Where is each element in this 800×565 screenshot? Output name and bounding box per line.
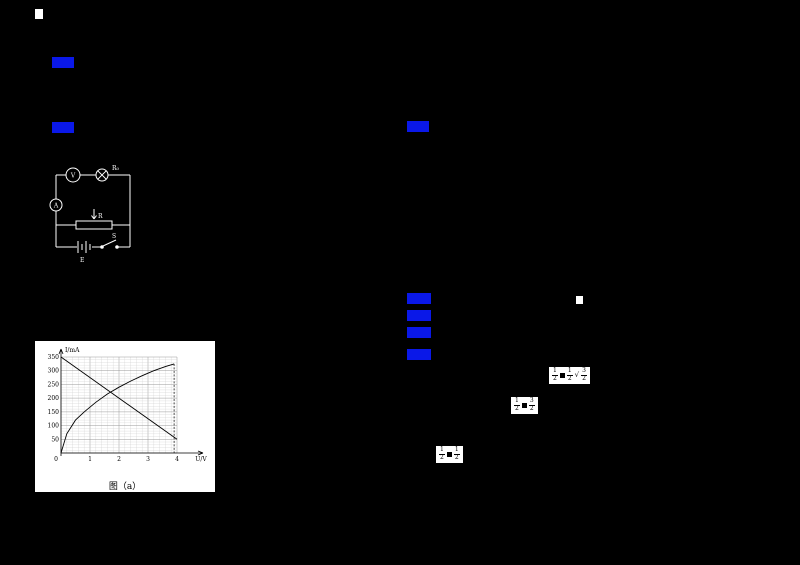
- iv-graph-figure: 1 2 3 4 0 50 100 150 200 250 300 350 I/mA U/V 图（a）: [35, 341, 215, 492]
- y-tick-label: 50: [51, 436, 59, 443]
- highlighted-text-1: [52, 57, 74, 68]
- iv-graph-svg: 1 2 3 4 0 50 100 150 200 250 300 350 I/mA U/V: [48, 347, 208, 463]
- lamp-label: R₀: [112, 165, 120, 172]
- x-tick-label: 2: [117, 456, 121, 463]
- y-tick-label: 100: [48, 423, 60, 430]
- x-tick-label: 4: [175, 456, 179, 463]
- highlighted-text-6: [407, 327, 431, 338]
- battery-icon: [77, 241, 91, 253]
- series-source-line: [60, 356, 178, 440]
- series-lamp-curve: [60, 363, 175, 454]
- lamp-cross-icon: [97, 170, 107, 180]
- x-tick-label: 3: [146, 456, 150, 463]
- y-axis: [58, 348, 64, 456]
- circuit-diagram-figure: V R₀ A R E S: [46, 163, 138, 267]
- ammeter-icon: [49, 198, 63, 212]
- switch-node-right: [115, 245, 119, 249]
- y-tick-label: 150: [48, 409, 60, 416]
- highlighted-text-3: [407, 121, 429, 132]
- y-tick-label: 200: [48, 395, 60, 402]
- y-axis-title: I/mA: [65, 347, 80, 354]
- slider-arrow-icon: [91, 209, 97, 220]
- highlighted-text-7: [407, 349, 431, 360]
- y-tick-label: 300: [48, 368, 60, 375]
- text-fragment-1: [35, 9, 43, 19]
- battery-label: E: [80, 257, 84, 264]
- switch-blade-icon: [102, 239, 117, 247]
- circuit-svg: V R₀ A R E S: [49, 165, 131, 264]
- origin-label: 0: [54, 456, 58, 463]
- ammeter-label: A: [53, 203, 59, 210]
- text-fragment-2: [576, 296, 583, 304]
- rheostat-icon: [75, 220, 113, 230]
- formula-fragment-1: 1 2 1 2 √ 3 2: [549, 367, 590, 384]
- glyph-blob: [521, 402, 527, 408]
- glyph-blob: [446, 451, 452, 457]
- highlighted-text-2: [52, 122, 74, 133]
- x-axis-title: U/V: [195, 456, 207, 463]
- highlighted-text-4: [407, 293, 431, 304]
- glyph: √: [574, 370, 580, 379]
- y-tick-label: 350: [48, 354, 60, 361]
- switch-node-left: [100, 245, 104, 249]
- switch-label: S: [112, 233, 116, 240]
- x-axis: [61, 450, 204, 456]
- y-tick-label: 250: [48, 381, 60, 388]
- x-tick-label: 1: [88, 456, 92, 463]
- voltmeter-label: V: [70, 173, 76, 180]
- rheostat-label: R: [98, 213, 103, 220]
- figure-caption: 图（a）: [108, 482, 142, 492]
- glyph-blob: [559, 372, 565, 378]
- voltmeter-icon: [65, 167, 81, 183]
- highlighted-text-5: [407, 310, 431, 321]
- lamp-icon: [95, 168, 109, 182]
